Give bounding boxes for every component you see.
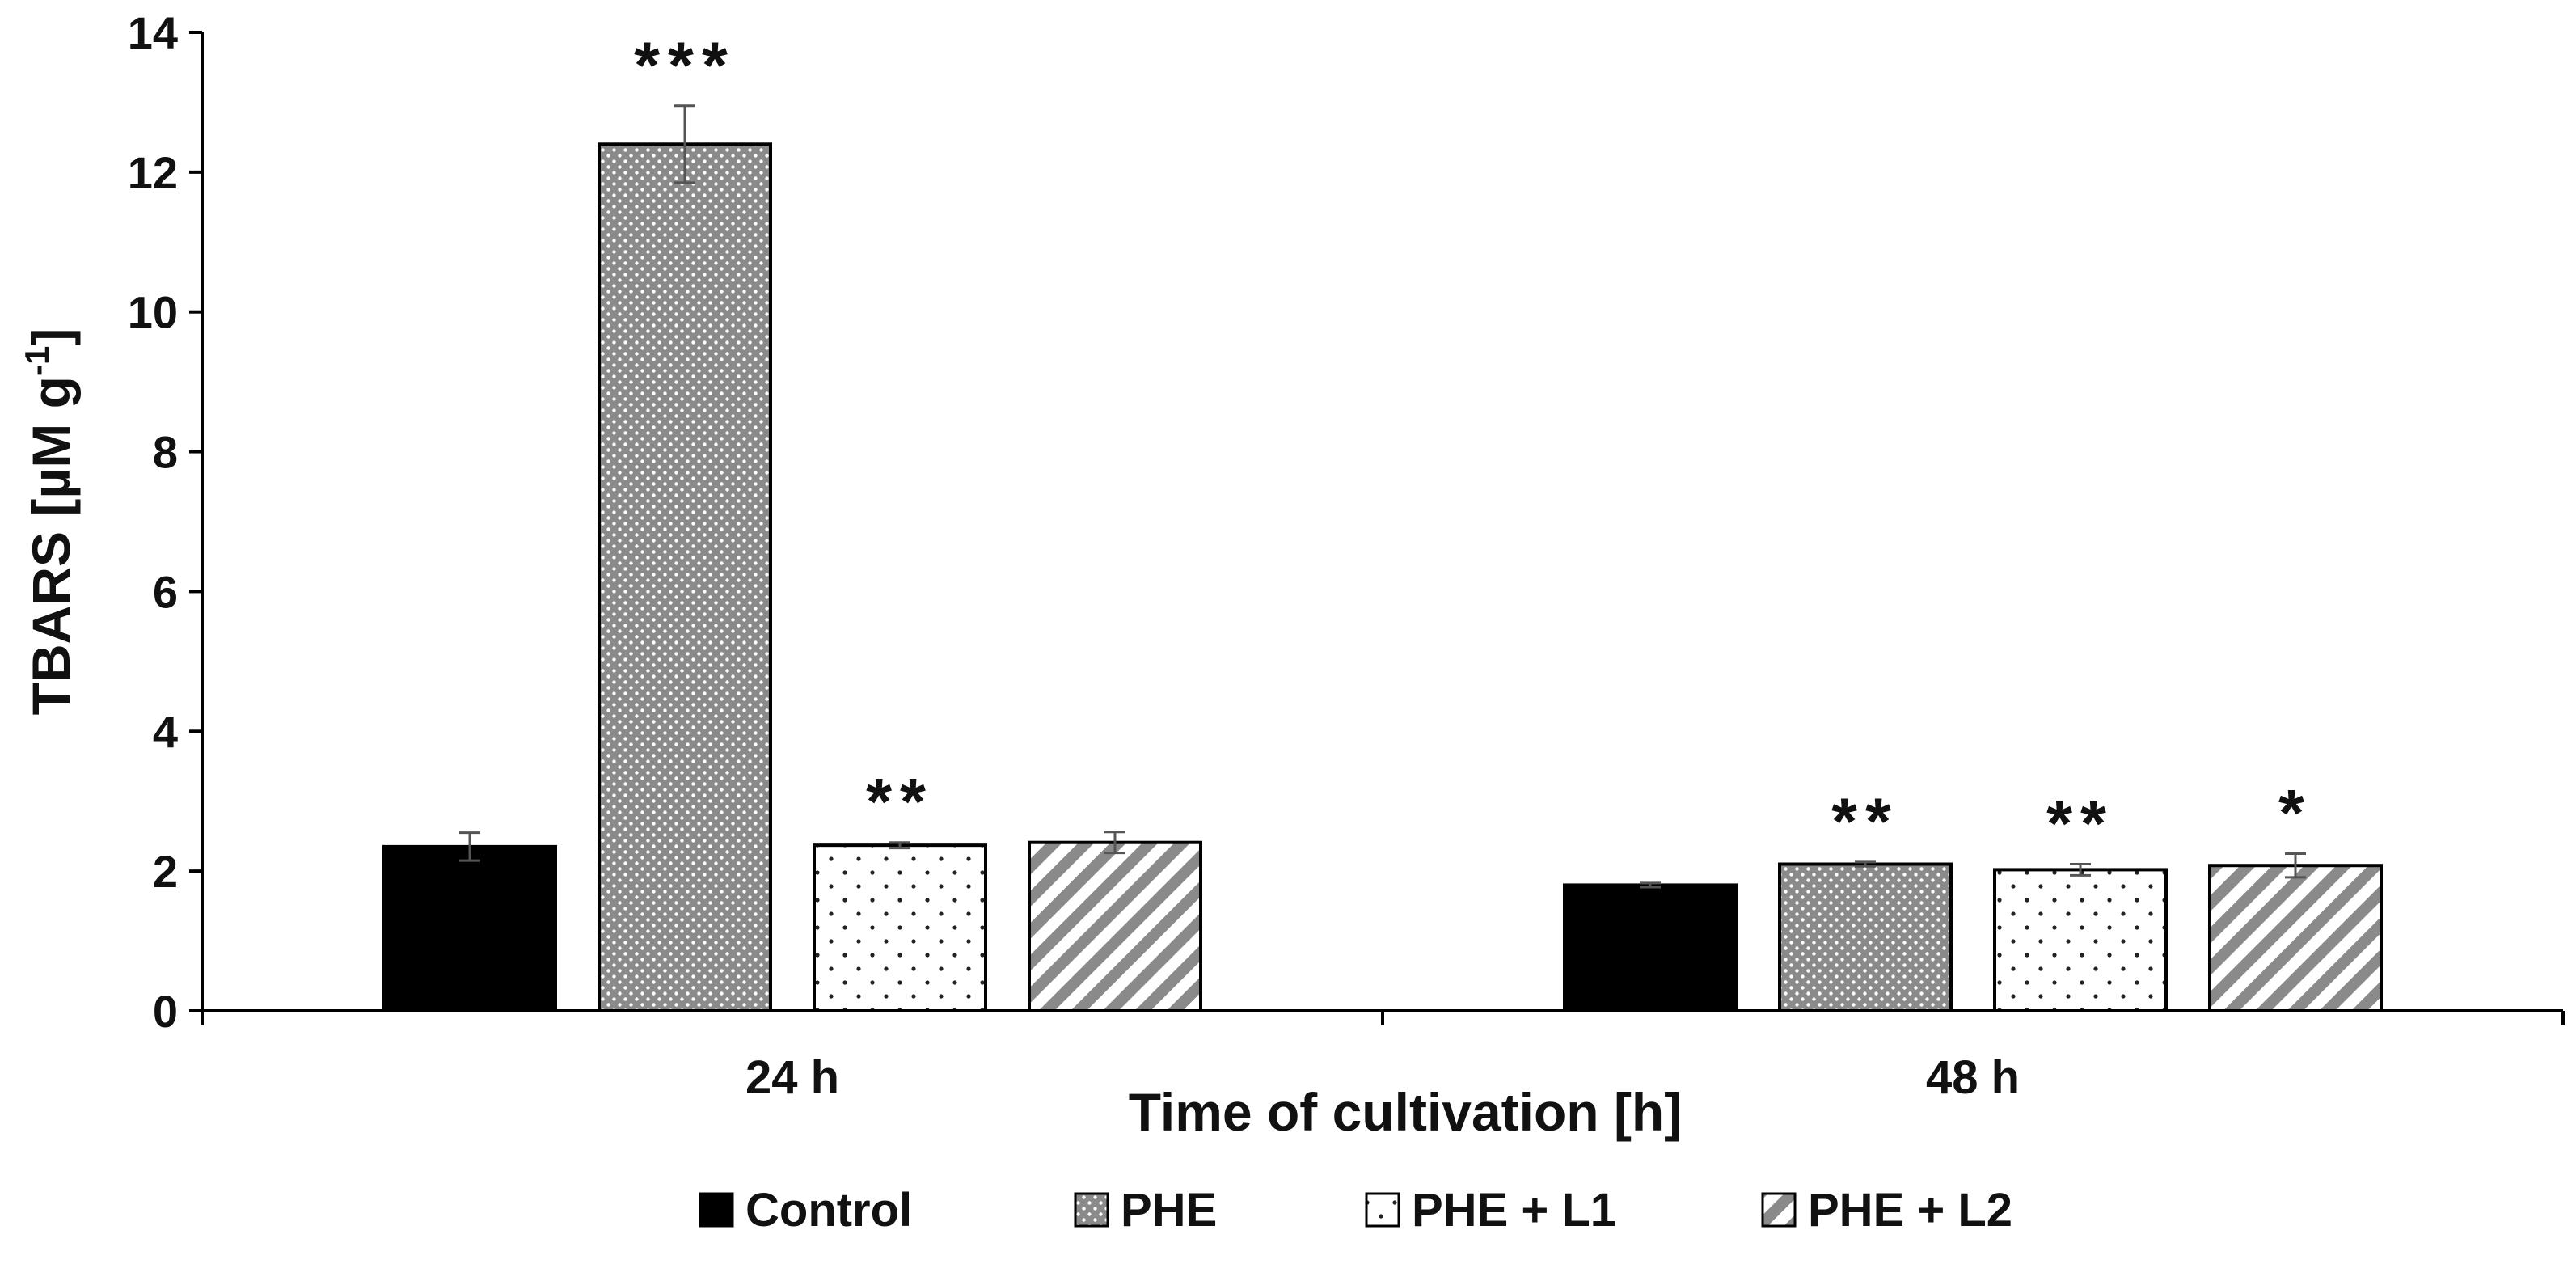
error-bar xyxy=(1855,860,1876,868)
legend-label: Control xyxy=(745,1184,912,1237)
y-tick-label: 8 xyxy=(153,427,178,478)
error-bar xyxy=(889,841,910,850)
legend-swatch xyxy=(1365,1192,1400,1228)
significance-marker: ** xyxy=(866,766,934,839)
significance-marker: *** xyxy=(634,29,736,103)
bar-phe-24h xyxy=(598,142,772,1012)
y-tick-label: 6 xyxy=(153,566,178,617)
legend-swatch xyxy=(699,1192,734,1228)
error-bar xyxy=(2070,863,2091,877)
significance-marker: * xyxy=(2278,777,2312,851)
y-tick-label: 4 xyxy=(153,706,178,757)
legend-item: PHE + L1 xyxy=(1365,1184,1616,1237)
error-bar xyxy=(674,104,695,184)
bar-phe-l2-24h xyxy=(1028,840,1202,1013)
error-bars xyxy=(459,104,2306,889)
error-bar xyxy=(2285,852,2306,879)
bar-phe-48h xyxy=(1778,862,1953,1012)
y-tick-label: 12 xyxy=(128,147,178,198)
bars xyxy=(382,142,2383,1013)
legend-swatch xyxy=(1761,1192,1797,1228)
x-axis-title: Time of cultivation [h] xyxy=(1129,1082,1682,1142)
legend-label: PHE + L2 xyxy=(1808,1184,2012,1237)
x-category-label: 48 h xyxy=(1926,1051,2020,1104)
y-tick-label: 2 xyxy=(153,846,178,897)
legend-item: PHE + L2 xyxy=(1761,1184,2012,1237)
error-bar xyxy=(1104,831,1125,855)
x-category-label: 24 h xyxy=(745,1051,839,1104)
legend-label: PHE xyxy=(1121,1184,1217,1237)
significance-markers: ***** ** ** * xyxy=(634,29,2312,861)
y-tick-label: 0 xyxy=(153,986,178,1037)
significance-marker: ** xyxy=(2046,788,2114,861)
bar-control-24h xyxy=(382,844,557,1012)
legend: Control PHE PHE + L1 PHE + L2 xyxy=(699,1184,2012,1237)
y-axis-title: TBARS [µM g-1] xyxy=(18,328,81,716)
y-tick-label: 14 xyxy=(128,7,178,58)
y-axis-ticks: 0 2 4 6 8 10 12 14 xyxy=(128,7,202,1037)
y-tick-label: 10 xyxy=(128,287,178,338)
error-bar xyxy=(459,831,480,862)
legend-swatch xyxy=(1074,1192,1109,1228)
error-bar xyxy=(1640,881,1661,889)
bar-phe-l2-48h xyxy=(2208,864,2383,1012)
significance-marker: ** xyxy=(1831,785,1899,859)
bar-phe-l1-48h xyxy=(1993,868,2168,1013)
bar-control-48h xyxy=(1563,883,1738,1013)
bar-phe-l1-24h xyxy=(813,843,987,1013)
x-axis-ticks: 24 h 48 h xyxy=(201,1011,2565,1104)
legend-item: PHE xyxy=(1074,1184,1217,1237)
legend-item: Control xyxy=(699,1184,912,1237)
legend-label: PHE + L1 xyxy=(1412,1184,1616,1237)
